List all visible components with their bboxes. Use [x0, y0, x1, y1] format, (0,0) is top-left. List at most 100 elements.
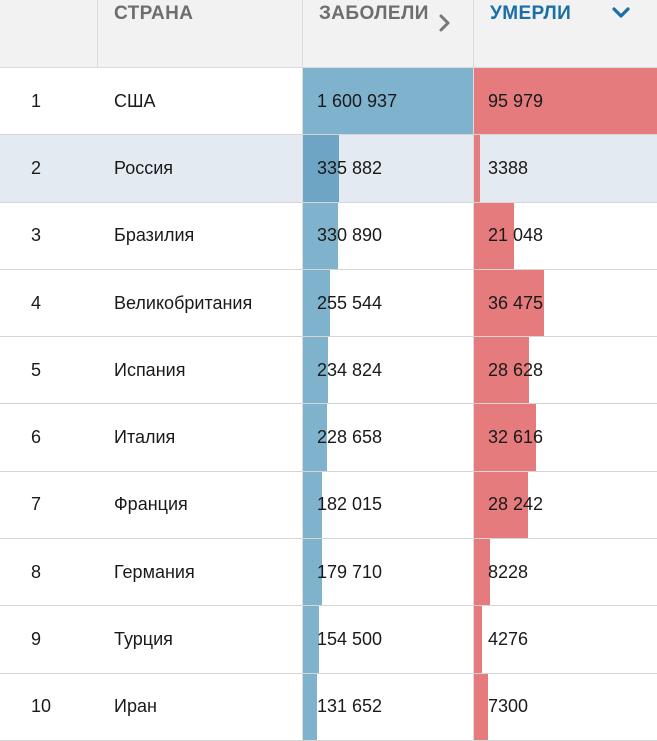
row-cases-cell: 179 710 [302, 539, 474, 606]
cases-bar [303, 539, 323, 606]
row-deaths-value: 21 048 [488, 225, 544, 246]
table-row[interactable]: 10 Иран 131 652 7300 [0, 673, 657, 741]
header-deaths[interactable]: УМЕРЛИ [474, 0, 657, 67]
row-rank: 4 [31, 292, 42, 313]
row-country: Турция [114, 629, 173, 650]
table-body: 1 США 1 600 937 95 979 2 Россия 335 882 3388 3 Бр… [0, 68, 657, 741]
cases-bar [303, 135, 339, 202]
row-cases-value: 255 544 [317, 292, 383, 313]
deaths-bar [474, 202, 515, 269]
cases-bar [303, 471, 323, 539]
cases-bar [303, 404, 328, 471]
row-deaths-value: 95 979 [488, 90, 544, 111]
table-row[interactable]: 5 Испания 234 824 28 628 [0, 337, 657, 405]
table-header: СТРАНА ЗАБОЛЕЛИ УМЕРЛИ [0, 0, 657, 68]
row-cases-value: 1 600 937 [317, 90, 398, 111]
row-rank: 10 [31, 696, 52, 717]
cases-bar [303, 68, 473, 135]
row-country: Бразилия [114, 225, 195, 246]
row-rank: 1 [31, 90, 42, 111]
deaths-bar [474, 673, 488, 740]
row-cases-value: 228 658 [317, 427, 383, 448]
table-row[interactable]: 1 США 1 600 937 95 979 [0, 68, 657, 136]
table-row[interactable]: 7 Франция 182 015 28 242 [0, 471, 657, 540]
row-deaths-cell: 7300 [474, 673, 657, 740]
header-country-label: СТРАНА [114, 3, 194, 24]
row-deaths-cell: 21 048 [474, 202, 657, 269]
deaths-bar [474, 471, 528, 539]
row-deaths-value: 28 242 [488, 494, 544, 515]
row-deaths-value: 36 475 [488, 292, 544, 313]
cases-bar [303, 337, 328, 404]
header-rank [0, 0, 98, 67]
deaths-bar [474, 404, 537, 471]
row-deaths-value: 3388 [488, 157, 529, 178]
row-cases-value: 182 015 [317, 494, 383, 515]
cases-bar [303, 202, 339, 269]
row-deaths-cell: 3388 [474, 135, 657, 202]
row-rank: 3 [31, 225, 42, 246]
header-country[interactable]: СТРАНА [98, 0, 302, 67]
row-country: Франция [114, 494, 188, 515]
row-deaths-cell: 4276 [474, 606, 657, 673]
row-deaths-cell: 8228 [474, 539, 657, 606]
row-country: Великобритания [114, 292, 253, 313]
row-deaths-value: 4276 [488, 629, 529, 650]
row-cases-cell: 228 658 [302, 404, 474, 471]
row-cases-cell: 131 652 [302, 673, 474, 740]
row-deaths-cell: 28 242 [474, 471, 657, 539]
cases-bar [303, 269, 331, 337]
row-country: Россия [114, 157, 174, 178]
row-cases-value: 330 890 [317, 225, 383, 246]
deaths-bar [474, 269, 544, 337]
deaths-bar [474, 539, 490, 606]
table-row[interactable]: 8 Германия 179 710 8228 [0, 539, 657, 607]
row-country: США [114, 90, 156, 111]
row-cases-value: 335 882 [317, 157, 383, 178]
cases-bar [303, 673, 317, 740]
header-cases-label: ЗАБОЛЕЛИ [319, 3, 429, 24]
row-country: Иран [114, 696, 157, 717]
deaths-bar [474, 337, 529, 404]
row-cases-value: 234 824 [317, 359, 383, 380]
row-rank: 6 [31, 427, 42, 448]
row-deaths-value: 7300 [488, 696, 529, 717]
row-country: Испания [114, 359, 186, 380]
row-deaths-cell: 95 979 [474, 68, 657, 135]
row-cases-cell: 234 824 [302, 337, 474, 404]
table-row[interactable]: 3 Бразилия 330 890 21 048 [0, 202, 657, 270]
row-cases-cell: 330 890 [302, 202, 474, 269]
chevron-right-icon [439, 14, 450, 32]
row-deaths-cell: 28 628 [474, 337, 657, 404]
row-deaths-cell: 32 616 [474, 404, 657, 471]
row-deaths-value: 28 628 [488, 359, 544, 380]
table-row[interactable]: 4 Великобритания 255 544 36 475 [0, 269, 657, 338]
deaths-bar [474, 606, 483, 673]
deaths-bar [474, 68, 657, 135]
row-deaths-cell: 36 475 [474, 269, 657, 337]
row-cases-cell: 1 600 937 [302, 68, 474, 135]
row-cases-cell: 182 015 [302, 471, 474, 539]
cases-bar [303, 606, 320, 673]
header-deaths-label: УМЕРЛИ [490, 3, 572, 24]
header-cases[interactable]: ЗАБОЛЕЛИ [302, 0, 474, 67]
table-row[interactable]: 9 Турция 154 500 4276 [0, 606, 657, 674]
row-deaths-value: 8228 [488, 561, 529, 582]
chevron-down-icon [612, 7, 630, 18]
row-cases-value: 154 500 [317, 629, 383, 650]
row-cases-cell: 154 500 [302, 606, 474, 673]
row-cases-value: 179 710 [317, 561, 383, 582]
row-rank: 7 [31, 494, 42, 515]
row-rank: 5 [31, 359, 42, 380]
table-row[interactable]: 6 Италия 228 658 32 616 [0, 404, 657, 472]
row-rank: 8 [31, 561, 42, 582]
table-row[interactable]: 2 Россия 335 882 3388 [0, 135, 657, 203]
row-country: Германия [114, 561, 195, 582]
row-cases-cell: 335 882 [302, 135, 474, 202]
row-deaths-value: 32 616 [488, 427, 544, 448]
row-country: Италия [114, 427, 176, 448]
row-rank: 9 [31, 629, 42, 650]
row-cases-value: 131 652 [317, 696, 383, 717]
row-rank: 2 [31, 157, 42, 178]
